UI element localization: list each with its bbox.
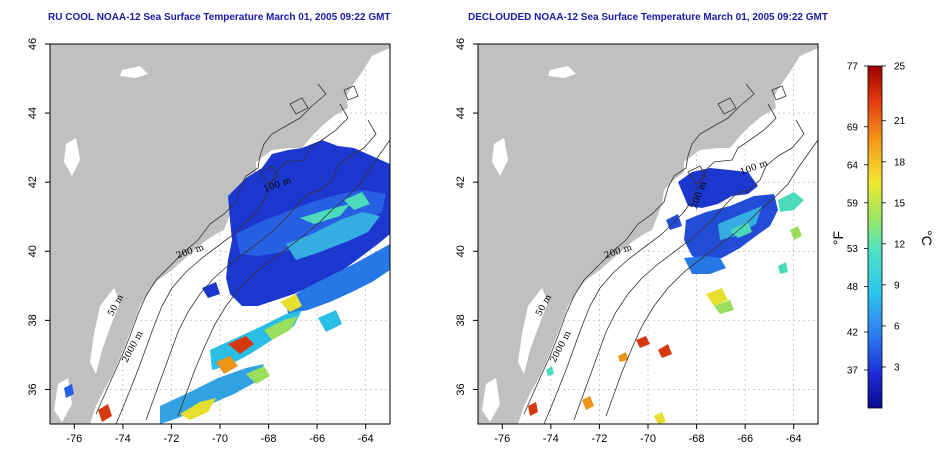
left-lat-tick-label: 36 [27,383,39,395]
celsius-tick-label: 21 [894,116,906,127]
right-map-title: DECLOUDED NOAA-12 Sea Surface Temperatur… [468,12,828,23]
left-lat-tick-label: 44 [27,107,39,119]
right-lon-tick-label: -68 [689,433,705,445]
right-lat-tick-label: 42 [455,176,467,188]
celsius-tick-label: 9 [894,280,900,291]
fahrenheit-unit-label: °F [830,231,846,245]
fahrenheit-tick-label: 53 [847,244,859,255]
fahrenheit-tick-label: 77 [847,62,859,73]
fahrenheit-tick-label: 48 [847,282,859,293]
right-lon-tick-label: -76 [494,433,510,445]
temperature-colorbar: 25 77 21 69 18 64 15 59 12 53 9 48 6 42 3 37 °F °C [830,62,935,409]
fahrenheit-tick-label: 69 [847,122,859,133]
left-lat-tick-label: 46 [27,38,39,50]
left-lat-tick-label: 42 [27,176,39,188]
celsius-tick-label: 18 [894,157,906,168]
celsius-tick-label: 12 [894,239,906,250]
right-lon-tick-label: -72 [591,433,607,445]
left-lon-tick-label: -70 [212,433,228,445]
right-lon-tick-label: -64 [786,433,802,445]
right-lat-tick-label: 36 [455,383,467,395]
right-sst-field [528,168,804,424]
left-lat-tick-label: 40 [27,245,39,257]
right-lat-tick-label: 44 [455,107,467,119]
celsius-tick-label: 15 [894,198,906,209]
left-map-title: RU COOL NOAA-12 Sea Surface Temperature … [48,12,391,23]
left-lat-tick-label: 38 [27,314,39,326]
left-lon-tick-label: -74 [115,433,131,445]
left-lon-tick-label: -68 [261,433,277,445]
right-lon-tick-label: -70 [640,433,656,445]
celsius-tick-label: 6 [894,321,900,332]
right-lon-tick-label: -66 [737,433,753,445]
celsius-tick-label: 25 [894,62,906,73]
colorbar-gradient [867,65,883,409]
left-lon-tick-label: -72 [163,433,179,445]
fahrenheit-tick-label: 59 [847,198,859,209]
left-axis-ticks: -76 -74 -72 -70 -68 -66 -64 36 38 40 42 44 46 [27,38,374,445]
right-lat-tick-label: 38 [455,314,467,326]
right-axis-ticks: -76 -74 -72 -70 -68 -66 -64 36 38 40 42 44 46 [455,38,802,445]
fahrenheit-tick-label: 37 [847,366,859,377]
right-lat-tick-label: 46 [455,38,467,50]
fahrenheit-tick-label: 42 [847,328,859,339]
celsius-tick-label: 3 [894,362,900,373]
left-lon-tick-label: -64 [358,433,374,445]
left-lon-tick-label: -66 [309,433,325,445]
fahrenheit-tick-label: 64 [847,160,859,171]
celsius-unit-label: °C [919,230,935,246]
left-lon-tick-label: -76 [66,433,82,445]
right-lon-tick-label: -74 [543,433,559,445]
right-lat-tick-label: 40 [455,245,467,257]
left-sst-field [64,140,390,424]
colorbar-ticks: 25 77 21 69 18 64 15 59 12 53 9 48 6 42 3 37 [847,62,906,377]
